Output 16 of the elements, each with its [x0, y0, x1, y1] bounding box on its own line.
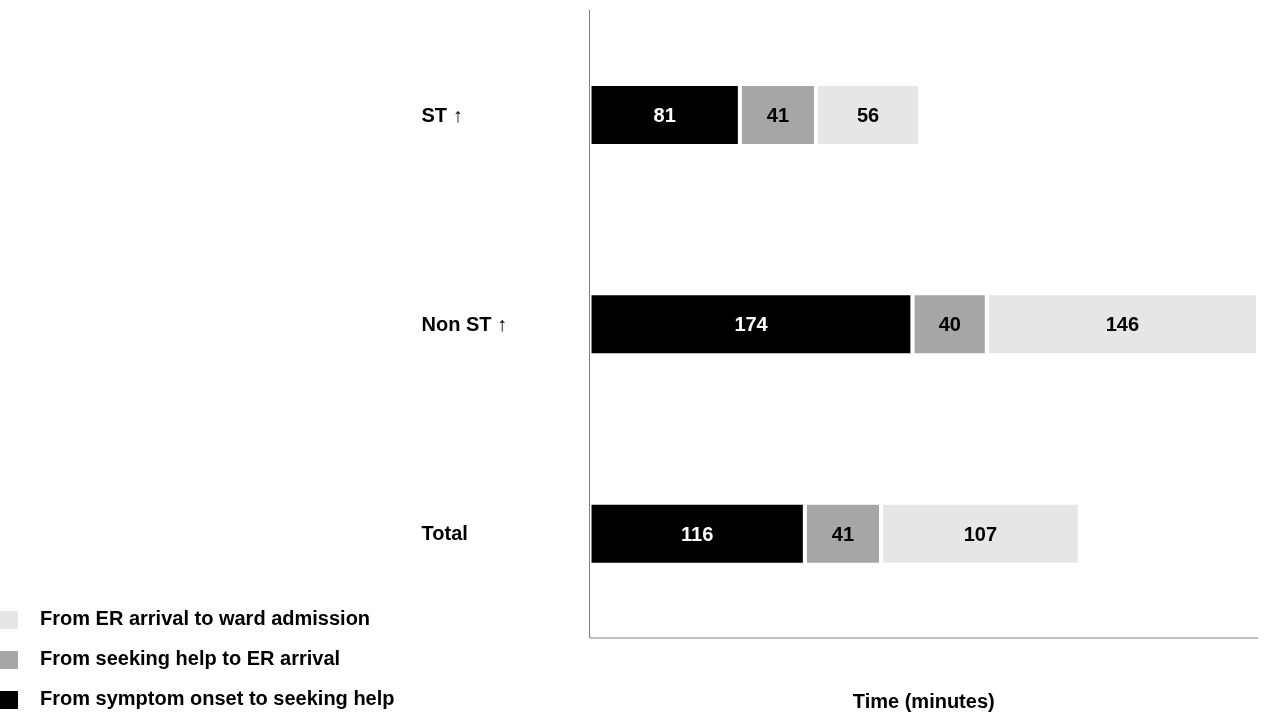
- data-label: 107: [963, 522, 998, 545]
- y-tick-label: Total: [421, 522, 468, 545]
- legend-label: From seeking help to ER arrival: [40, 647, 341, 669]
- data-label: 116: [681, 522, 714, 545]
- data-label: 41: [766, 104, 790, 127]
- data-label: 40: [938, 313, 961, 336]
- y-tick-label: ST ↑: [421, 103, 463, 126]
- x-axis-title: Time (minutes): [852, 690, 995, 712]
- legend-label: From ER arrival to ward admission: [40, 607, 371, 629]
- legend-label: From symptom onset to seeking help: [40, 687, 395, 709]
- data-label: 41: [831, 522, 855, 545]
- data-label: 81: [653, 104, 676, 127]
- data-label: 146: [1105, 313, 1140, 336]
- data-label: 56: [856, 104, 880, 127]
- data-label: 174: [734, 313, 769, 336]
- y-tick-label: Non ST ↑: [421, 313, 508, 336]
